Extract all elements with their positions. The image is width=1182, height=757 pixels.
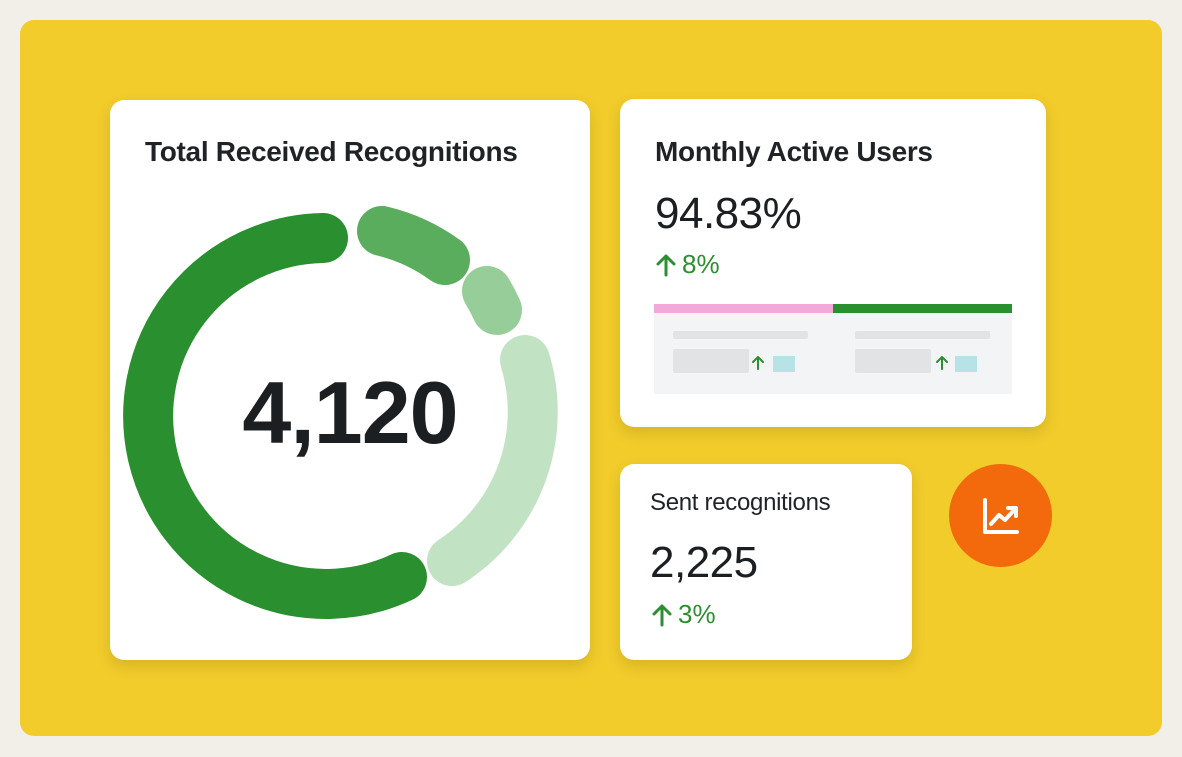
sent-recognitions-title: Sent recognitions xyxy=(650,489,831,516)
mau-delta-value: 8% xyxy=(682,249,720,279)
mau-delta: 8% xyxy=(656,249,720,280)
mau-preview-table xyxy=(654,304,1012,394)
arrow-up-icon xyxy=(936,356,948,370)
arrow-up-icon xyxy=(656,254,676,276)
preview-skeleton-badge xyxy=(773,356,795,372)
donut-segment-2 xyxy=(357,206,470,285)
mau-title: Monthly Active Users xyxy=(655,136,933,167)
arrow-up-icon xyxy=(652,604,672,626)
preview-skeleton-value xyxy=(673,349,749,373)
sent-delta-value: 3% xyxy=(678,599,716,629)
mau-value: 94.83% xyxy=(655,189,802,238)
preview-skeleton-value xyxy=(855,349,931,373)
arrow-up-icon xyxy=(752,356,764,370)
donut-segment-3 xyxy=(462,266,522,335)
trending-chart-icon xyxy=(982,497,1019,534)
total-recognitions-title: Total Received Recognitions xyxy=(145,136,518,167)
recognitions-donut-chart xyxy=(123,206,558,619)
preview-skeleton-label xyxy=(855,331,990,339)
total-recognitions-card: Total Received Recognitions 4,120 xyxy=(110,100,590,660)
sent-recognitions-card: Sent recognitions 2,225 3% xyxy=(620,464,912,660)
donut-segment-1 xyxy=(123,213,427,619)
preview-bar-pink xyxy=(654,304,833,313)
preview-bar-green xyxy=(833,304,1012,313)
preview-skeleton-label xyxy=(673,331,808,339)
total-recognitions-value: 4,120 xyxy=(242,363,458,462)
sent-recognitions-delta: 3% xyxy=(652,599,716,630)
sent-recognitions-value: 2,225 xyxy=(650,538,758,587)
monthly-active-users-card: Monthly Active Users 94.83% 8% xyxy=(620,99,1046,427)
donut-segment-4 xyxy=(427,335,558,586)
preview-skeleton-badge xyxy=(955,356,977,372)
analytics-button[interactable] xyxy=(949,464,1052,567)
